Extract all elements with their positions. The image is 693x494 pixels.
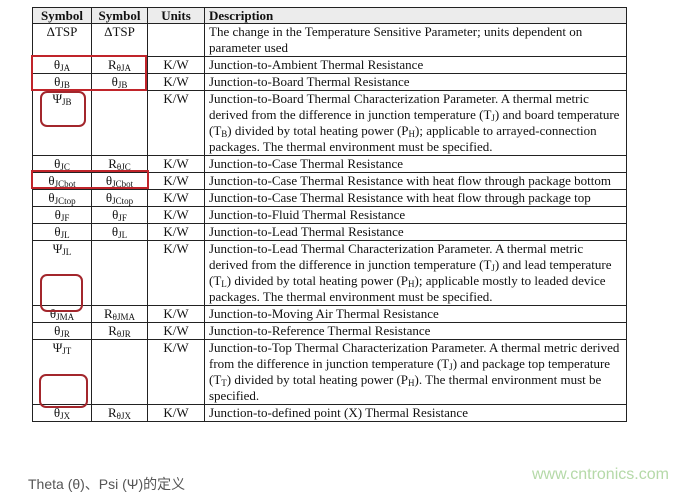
units-cell: K/W — [147, 322, 205, 340]
table-row: θJF θJF K/W Junction-to-Fluid Thermal Resis… — [32, 206, 627, 224]
symbol-cell: θJX — [32, 404, 92, 422]
watermark: www.cntronics.com — [532, 466, 669, 483]
table-row: ΔTSP ΔTSP The change in the Temperature Se… — [32, 23, 627, 57]
symbol-cell: θJA — [32, 56, 92, 74]
header-description: Description — [204, 7, 627, 24]
alt-symbol-cell: RθJR — [91, 322, 148, 340]
thermal-parameters-table: Symbol Symbol Units Description ΔTSP ΔTSP… — [32, 7, 627, 422]
table-row: θJMA RθJMA K/W Junction-to-Moving Air Therm… — [32, 305, 627, 323]
alt-symbol-cell: RθJA — [91, 56, 148, 74]
symbol-cell: ΔTSP — [32, 23, 92, 57]
alt-symbol-cell — [91, 90, 148, 156]
units-cell: K/W — [147, 172, 205, 190]
symbol-cell: θJCtop — [32, 189, 92, 207]
alt-symbol-cell — [91, 339, 148, 405]
symbol-cell: θJB — [32, 73, 92, 91]
table-row: θJX RθJX K/W Junction-to-defined point (X) … — [32, 404, 627, 422]
alt-symbol-cell: RθJMA — [91, 305, 148, 323]
symbol-cell: θJL — [32, 223, 92, 241]
symbol-cell: θJR — [32, 322, 92, 340]
description-cell: Junction-to-Moving Air Thermal Resistanc… — [204, 305, 627, 323]
description-cell: Junction-to-Case Thermal Resistance — [204, 155, 627, 173]
table-row: θJR RθJR K/W Junction-to-Reference Thermal … — [32, 322, 627, 340]
table-row: ΨJB K/W Junction-to-Board Thermal Characte… — [32, 90, 627, 156]
alt-symbol-cell: θJB — [91, 73, 148, 91]
units-cell: K/W — [147, 189, 205, 207]
header-units: Units — [147, 7, 205, 24]
units-cell: K/W — [147, 240, 205, 306]
units-cell: K/W — [147, 90, 205, 156]
alt-symbol-cell: θJCtop — [91, 189, 148, 207]
table-header-row: Symbol Symbol Units Description — [32, 7, 627, 24]
description-cell: Junction-to-Fluid Thermal Resistance — [204, 206, 627, 224]
description-cell: Junction-to-Case Thermal Resistance with… — [204, 189, 627, 207]
units-cell: K/W — [147, 56, 205, 74]
units-cell — [147, 23, 205, 57]
figure-caption: Theta (θ)、Psi (Ψ)的定义 — [28, 476, 186, 492]
alt-symbol-cell: ΔTSP — [91, 23, 148, 57]
units-cell: K/W — [147, 305, 205, 323]
description-cell: Junction-to-Ambient Thermal Resistance — [204, 56, 627, 74]
symbol-cell: θJCbot — [32, 172, 92, 190]
description-cell: Junction-to-Lead Thermal Characterizatio… — [204, 240, 627, 306]
table-row: θJL θJL K/W Junction-to-Lead Thermal Resist… — [32, 223, 627, 241]
description-cell: Junction-to-Lead Thermal Resistance — [204, 223, 627, 241]
description-cell: Junction-to-Board Thermal Resistance — [204, 73, 627, 91]
description-cell: Junction-to-Top Thermal Characterization… — [204, 339, 627, 405]
symbol-cell: ΨJB — [32, 90, 92, 156]
table-row: θJC RθJC K/W Junction-to-Case Thermal Resis… — [32, 155, 627, 173]
table-row: θJCtop θJCtop K/W Junction-to-Case Thermal … — [32, 189, 627, 207]
alt-symbol-cell: θJF — [91, 206, 148, 224]
alt-symbol-cell: RθJC — [91, 155, 148, 173]
symbol-cell: ΨJL — [32, 240, 92, 306]
alt-symbol-cell: RθJX — [91, 404, 148, 422]
units-cell: K/W — [147, 223, 205, 241]
symbol-cell: θJC — [32, 155, 92, 173]
description-cell: Junction-to-Board Thermal Characterizati… — [204, 90, 627, 156]
table-row: θJCbot θJCbot K/W Junction-to-Case Thermal … — [32, 172, 627, 190]
table-row: θJA RθJA K/W Junction-to-Ambient Thermal Re… — [32, 56, 627, 74]
description-cell: Junction-to-Case Thermal Resistance with… — [204, 172, 627, 190]
description-cell: Junction-to-Reference Thermal Resistance — [204, 322, 627, 340]
description-cell: The change in the Temperature Sensitive … — [204, 23, 627, 57]
alt-symbol-cell: θJCbot — [91, 172, 148, 190]
table-row: ΨJL K/W Junction-to-Lead Thermal Character… — [32, 240, 627, 306]
header-symbol-2: Symbol — [91, 7, 148, 24]
units-cell: K/W — [147, 155, 205, 173]
units-cell: K/W — [147, 404, 205, 422]
symbol-cell: ΨJT — [32, 339, 92, 405]
units-cell: K/W — [147, 339, 205, 405]
alt-symbol-cell — [91, 240, 148, 306]
description-cell: Junction-to-defined point (X) Thermal Re… — [204, 404, 627, 422]
symbol-cell: θJF — [32, 206, 92, 224]
alt-symbol-cell: θJL — [91, 223, 148, 241]
units-cell: K/W — [147, 73, 205, 91]
header-symbol-1: Symbol — [32, 7, 92, 24]
symbol-cell: θJMA — [32, 305, 92, 323]
table-row: ΨJT K/W Junction-to-Top Thermal Characteri… — [32, 339, 627, 405]
units-cell: K/W — [147, 206, 205, 224]
table-row: θJB θJB K/W Junction-to-Board Thermal Resis… — [32, 73, 627, 91]
